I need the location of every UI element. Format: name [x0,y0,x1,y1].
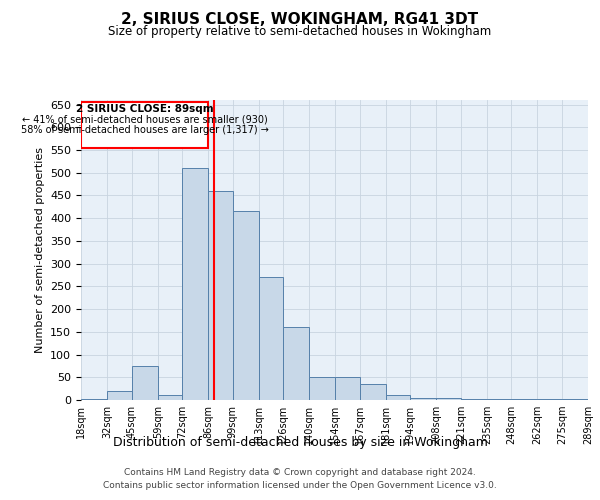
Bar [182,168,208,400]
Text: 2, SIRIUS CLOSE, WOKINGHAM, RG41 3DT: 2, SIRIUS CLOSE, WOKINGHAM, RG41 3DT [121,12,479,28]
Bar [461,399,487,400]
Bar [81,102,208,148]
Bar [158,396,182,400]
Bar [335,378,360,400]
Bar [233,212,259,400]
Bar [309,378,335,400]
Text: 2 SIRIUS CLOSE: 89sqm: 2 SIRIUS CLOSE: 89sqm [76,104,214,114]
Text: Distribution of semi-detached houses by size in Wokingham: Distribution of semi-detached houses by … [113,436,487,449]
Text: Contains public sector information licensed under the Open Government Licence v3: Contains public sector information licen… [103,480,497,490]
Text: 58% of semi-detached houses are larger (1,317) →: 58% of semi-detached houses are larger (… [20,126,269,136]
Bar [562,399,588,400]
Bar [386,396,410,400]
Bar [208,191,233,400]
Bar [283,328,309,400]
Bar [410,398,436,400]
Bar [436,398,461,400]
Text: Size of property relative to semi-detached houses in Wokingham: Size of property relative to semi-detach… [109,25,491,38]
Bar [259,278,283,400]
Bar [131,366,158,400]
Bar [107,391,131,400]
Bar [360,384,386,400]
Text: Contains HM Land Registry data © Crown copyright and database right 2024.: Contains HM Land Registry data © Crown c… [124,468,476,477]
Y-axis label: Number of semi-detached properties: Number of semi-detached properties [35,147,44,353]
Text: ← 41% of semi-detached houses are smaller (930): ← 41% of semi-detached houses are smalle… [22,114,268,124]
Bar [487,399,511,400]
Bar [81,398,107,400]
Bar [511,399,538,400]
Bar [588,399,600,400]
Bar [538,399,562,400]
